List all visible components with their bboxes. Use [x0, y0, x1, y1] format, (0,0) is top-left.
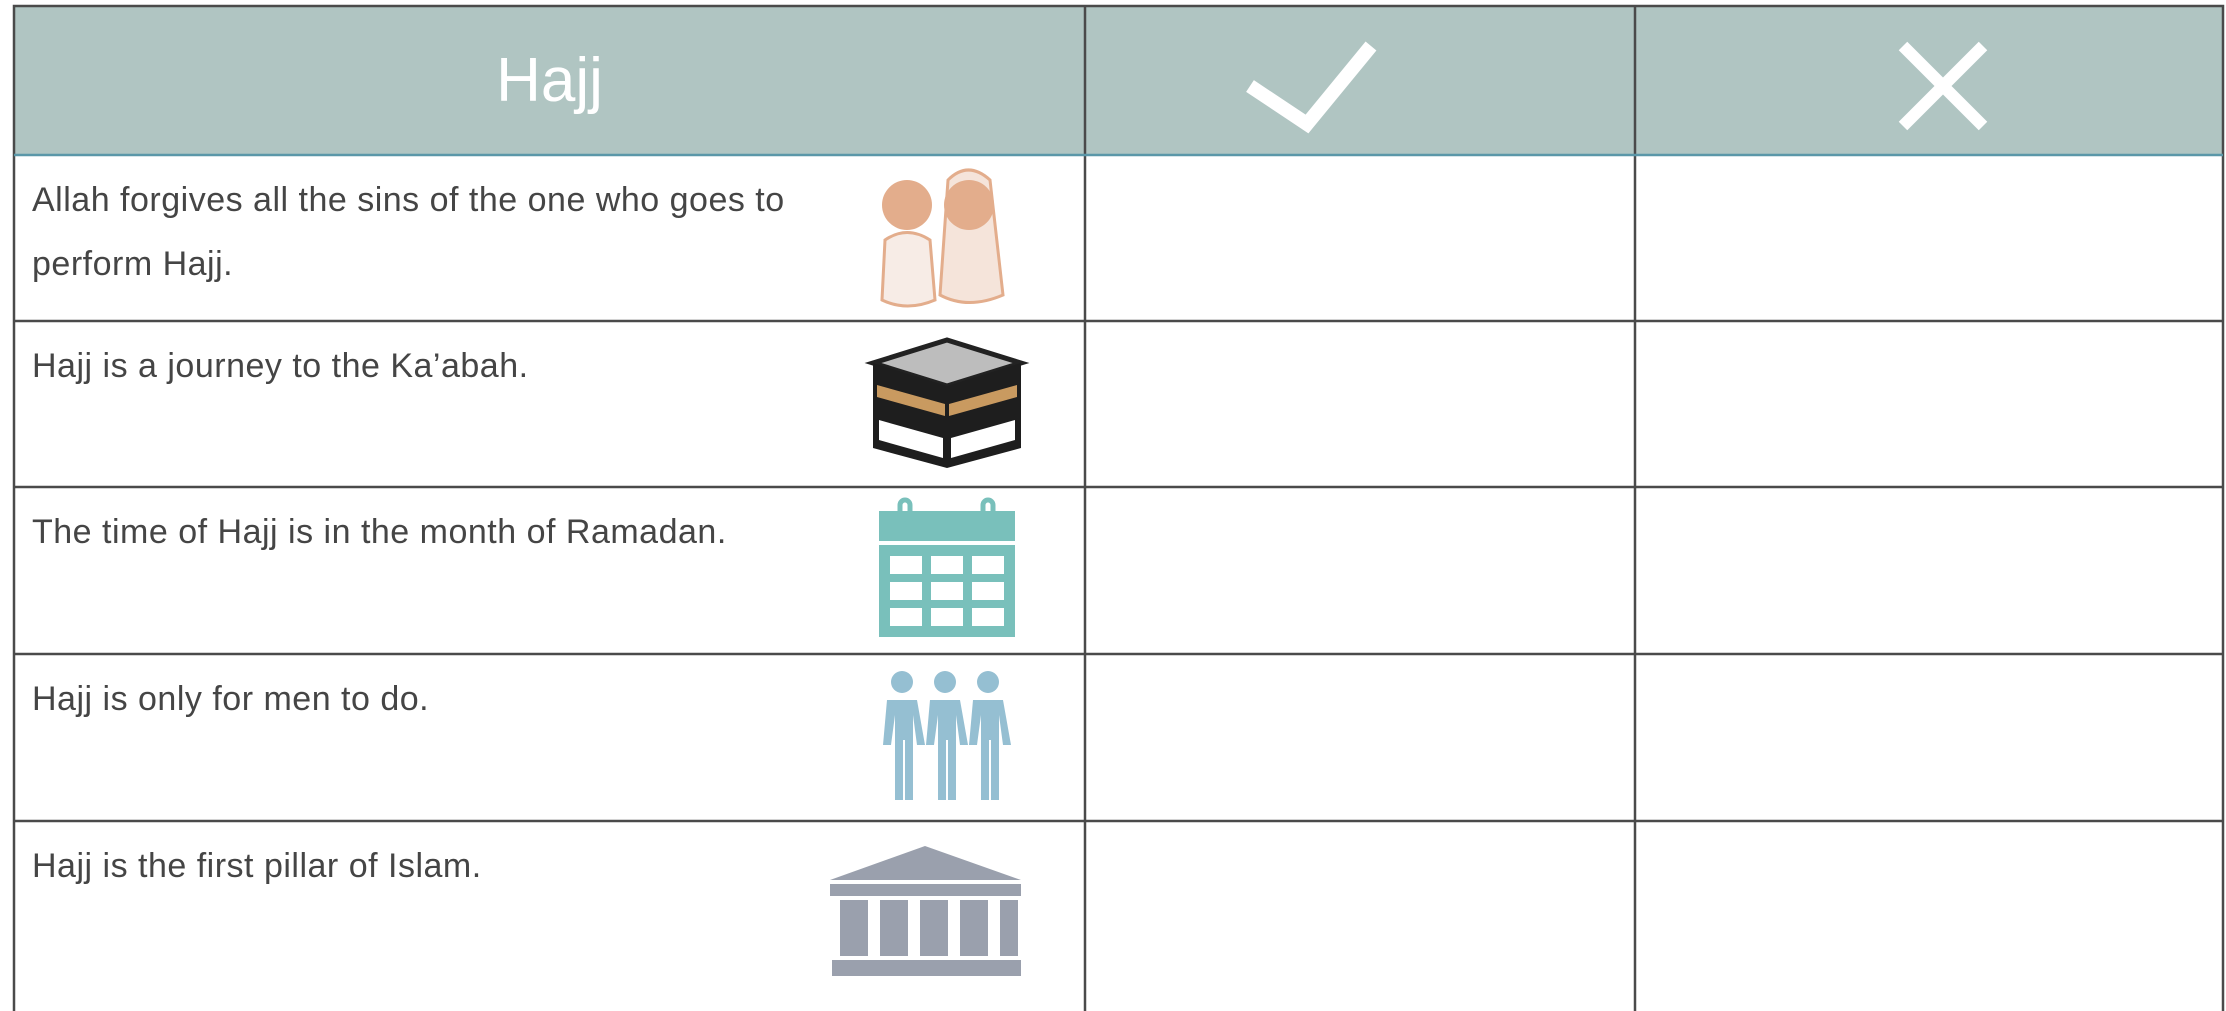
header-title: Hajj — [496, 46, 603, 115]
grid-lines — [12, 4, 2225, 1011]
pilgrims-icon — [880, 168, 1005, 308]
check-icon — [1246, 41, 1377, 134]
cross-icon — [1898, 41, 1988, 131]
pillar-icon — [830, 846, 1021, 976]
calendar-icon — [879, 497, 1015, 637]
people-icon — [883, 671, 1011, 800]
header-background — [14, 6, 2223, 155]
statement: The time of Hajj is in the month of Rama… — [32, 513, 727, 551]
statement: Hajj is only for men to do. — [32, 680, 430, 718]
statement: Hajj is a journey to the Ka’abah. — [32, 347, 529, 385]
statement: Allah forgives all the sins of the one w… — [32, 181, 785, 283]
statement: Hajj is the first pillar of Islam. — [32, 847, 482, 885]
kaaba-icon — [864, 337, 1030, 468]
